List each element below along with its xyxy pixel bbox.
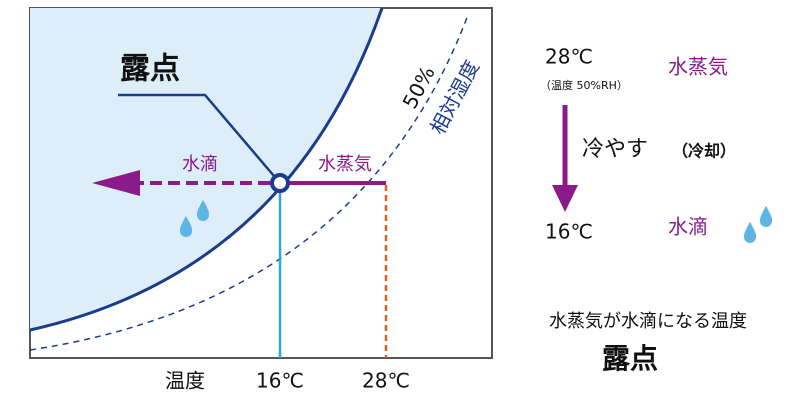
water-label: 水滴 <box>182 154 218 175</box>
start-state: 水蒸気 <box>668 55 728 79</box>
x-tick-label: 16℃ <box>256 369 304 393</box>
end-state: 水滴 <box>668 215 708 239</box>
start-temp: 28℃ <box>545 45 593 69</box>
action: 冷やす <box>582 137 648 162</box>
x-axis-label: 温度 <box>165 369 205 393</box>
dew-point-marker <box>270 173 290 193</box>
term: 露点 <box>602 342 658 375</box>
leader-line <box>118 93 275 177</box>
cool-arrow-head <box>552 185 578 212</box>
x-tick-label: 28℃ <box>362 369 410 393</box>
dew-point-label: 露点 <box>120 52 180 87</box>
drop <box>759 206 773 227</box>
humidity-curve <box>30 14 469 351</box>
definition: 水蒸気が水滴になる温度 <box>549 311 747 332</box>
end-temp: 16℃ <box>545 220 593 244</box>
saturation-curve <box>30 8 384 332</box>
drop <box>179 216 193 237</box>
vapor-label: 水蒸気 <box>318 154 372 175</box>
action-note: （冷却） <box>672 142 736 161</box>
drop <box>743 222 757 243</box>
saturated-region <box>30 8 382 330</box>
drop <box>196 200 210 221</box>
start-condition: （温度 50%RH） <box>540 78 628 92</box>
water-arrow-head <box>92 170 140 196</box>
